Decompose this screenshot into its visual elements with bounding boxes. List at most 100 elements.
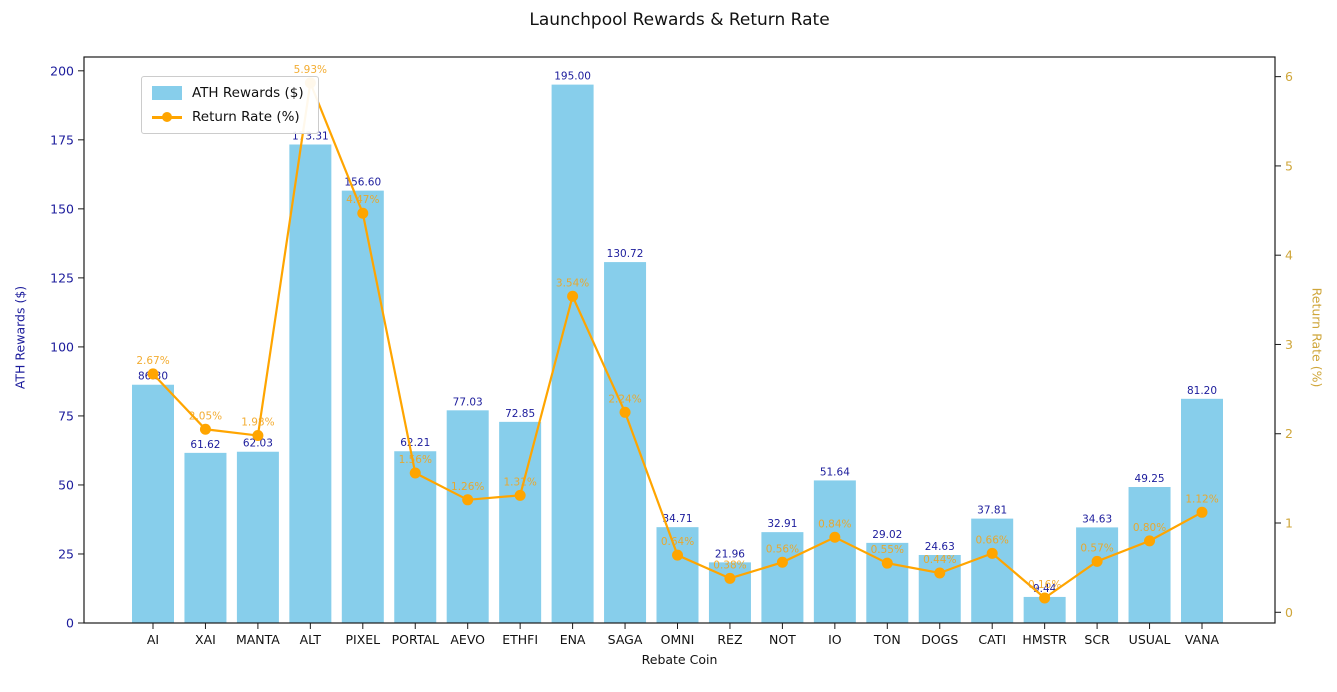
rate-label: 2.67% [136,355,169,367]
left-axis-label: ATH Rewards ($) [12,285,28,390]
x-tick-label: SAGA [608,632,643,647]
line-point [514,489,526,501]
x-tick-label: CATI [978,632,1006,647]
bar [761,532,804,623]
x-tick-label: NOT [769,632,796,647]
line-point [409,467,421,479]
left-tick-label: 125 [50,270,74,285]
x-tick-label: ENA [560,632,586,647]
bar-value-label: 130.72 [607,248,644,260]
right-tick-label: 5 [1285,158,1293,173]
rate-label: 1.12% [1185,493,1218,505]
rate-label: 0.80% [1133,522,1166,534]
line-point [1039,592,1051,604]
bar-value-label: 61.62 [190,439,220,451]
bar-value-label: 37.81 [977,505,1007,517]
left-tick-label: 175 [50,132,74,147]
line-point [1196,506,1208,518]
line-point [1091,555,1103,567]
plot-frame [83,56,1276,624]
line-point [986,547,998,559]
bar [341,190,384,623]
x-tick-label: ALT [300,632,322,647]
rate-label: 1.26% [451,481,484,493]
bar-value-label: 62.21 [400,437,430,449]
rate-label: 0.16% [1028,579,1061,591]
left-tick-label: 150 [50,201,74,216]
line-point [776,556,788,568]
rate-label: 0.66% [976,534,1009,546]
rate-label: 1.56% [399,454,432,466]
chart-legend: ATH Rewards ($) Return Rate (%) [141,76,319,134]
left-tick-label: 0 [66,616,74,631]
bar [1076,527,1119,623]
x-tick-label: PORTAL [392,632,439,647]
rate-label: 0.64% [661,536,694,548]
bar-value-label: 51.64 [820,466,850,478]
x-tick-label: USUAL [1129,632,1171,647]
bar [656,527,699,623]
right-tick-label: 3 [1285,337,1293,352]
rate-label: 3.54% [556,277,589,289]
x-tick-label: DOGS [921,632,958,647]
bar [551,84,594,624]
rate-label: 1.31% [503,476,536,488]
bar [446,410,489,623]
x-tick-label: IO [828,632,842,647]
legend-item-bar: ATH Rewards ($) [152,85,304,101]
bar-value-label: 62.03 [243,438,273,450]
legend-item-line: Return Rate (%) [152,109,304,125]
line-point [934,567,946,579]
bar [289,144,332,624]
legend-label-line: Return Rate (%) [192,109,300,125]
left-tick-label: 200 [50,63,74,78]
x-tick-label: PIXEL [345,632,380,647]
rate-label: 4.47% [346,194,379,206]
bar-swatch-icon [152,86,182,100]
x-tick-label: HMSTR [1022,632,1067,647]
rate-label: 5.93% [294,64,327,76]
line-point [724,572,736,584]
bar [236,451,279,623]
bar [918,554,961,623]
right-tick-label: 0 [1285,605,1293,620]
bar [971,518,1014,623]
line-point [619,406,631,418]
line-point [881,557,893,569]
bar-value-label: 77.03 [453,396,483,408]
bar [604,262,647,623]
left-tick-label: 50 [58,477,74,492]
bar [499,421,542,623]
right-axis-label: Return Rate (%) [1309,287,1325,388]
bar-value-label: 195.00 [554,71,591,83]
chart-title: Launchpool Rewards & Return Rate [529,10,830,30]
line-point [672,549,683,561]
bar [132,384,174,623]
rate-label: 2.24% [608,393,641,405]
rate-label: 0.57% [1080,542,1113,554]
x-tick-label: ETHFI [502,632,538,647]
right-tick-label: 1 [1285,516,1293,531]
x-tick-label: AEVO [450,632,485,647]
rate-label: 0.56% [766,543,799,555]
bar-value-label: 34.71 [662,513,692,525]
line-point [252,430,264,442]
bar-value-label: 29.02 [872,529,902,541]
left-tick-label: 25 [58,546,74,561]
bar-value-label: 72.85 [505,408,535,420]
line-point [357,207,369,219]
bar-value-label: 24.63 [925,541,955,553]
bar [1128,487,1171,623]
bar-value-label: 21.96 [715,548,745,560]
x-tick-label: MANTA [236,632,280,647]
bar-value-label: 32.91 [767,518,797,530]
x-tick-label: XAI [195,632,216,647]
bar-value-label: 156.60 [344,177,381,189]
line-point [147,368,159,380]
line-point [462,494,474,506]
bar-value-label: 34.63 [1082,513,1112,525]
rate-label: 0.44% [923,554,956,566]
left-tick-label: 100 [50,339,74,354]
line-point [829,531,841,543]
